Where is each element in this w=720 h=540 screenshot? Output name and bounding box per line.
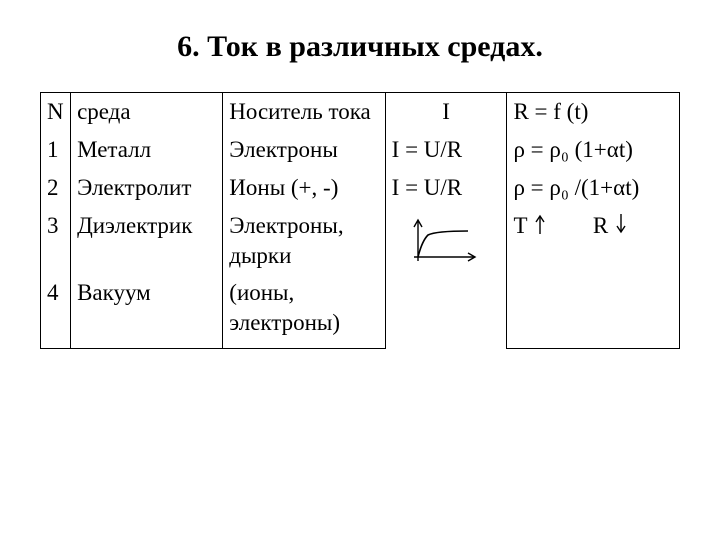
page-title: 6. Ток в различных средах. [40,30,680,64]
cell-i: I = U/R [385,131,507,169]
col-header-env: среда [71,93,223,131]
arrow-up-icon [535,212,545,242]
col-header-n: N [41,93,71,131]
table-row: 2 Электролит Ионы (+, -) I = U/R ρ = ρ₀ … [41,169,680,207]
cell-r-arrows: T R [507,207,680,275]
table-header-row: N среда Носитель тока I R = f (t) [41,93,680,131]
cell-n: 4 [41,274,71,348]
cell-carrier: Электроны [223,131,385,169]
col-header-r: R = f (t) [507,93,680,131]
cell-carrier: (ионы, электроны) [223,274,385,348]
cell-n: 2 [41,169,71,207]
cell-carrier: Ионы (+, -) [223,169,385,207]
cell-n: 3 [41,207,71,275]
saturation-chart [410,217,501,273]
cell-r: ρ = ρ₀ /(1+αt) [507,169,680,207]
table-row: 4 Вакуум (ионы, электроны) [41,274,680,348]
col-header-i: I [385,93,507,131]
cell-env: Металл [71,131,223,169]
cell-env: Диэлектрик [71,207,223,275]
cell-env: Электролит [71,169,223,207]
cell-r [507,274,680,348]
table-row: 3 Диэлектрик Электроны, дырки T [41,207,680,275]
t-label: T [513,213,527,238]
col-header-carrier: Носитель тока [223,93,385,131]
cell-env: Вакуум [71,274,223,348]
cell-r: ρ = ρ₀ (1+αt) [507,131,680,169]
cell-i-chart [385,207,507,349]
cell-carrier: Электроны, дырки [223,207,385,275]
arrow-down-icon [616,212,626,242]
r-label: R [593,213,608,238]
cell-i: I = U/R [385,169,507,207]
table-row: 1 Металл Электроны I = U/R ρ = ρ₀ (1+αt) [41,131,680,169]
cell-n: 1 [41,131,71,169]
media-table: N среда Носитель тока I R = f (t) 1 Мета… [40,92,680,349]
